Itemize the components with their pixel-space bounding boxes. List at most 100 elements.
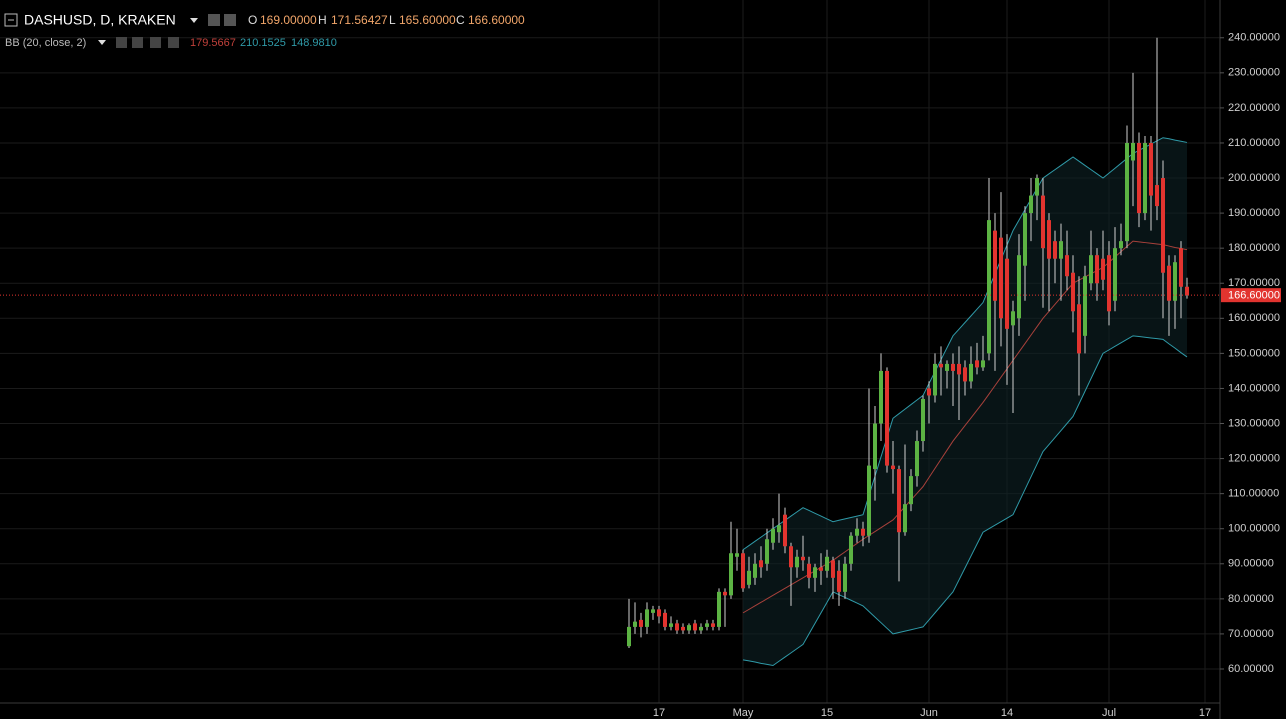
candle-body [699, 626, 703, 631]
y-tick-label: 100.00000 [1228, 523, 1280, 535]
candle-body [933, 363, 937, 396]
ohlc-key: C [456, 13, 465, 27]
candle-body [939, 363, 943, 368]
y-tick-label: 130.00000 [1228, 417, 1280, 429]
ohlc-key: H [318, 13, 327, 27]
candle-body [717, 591, 721, 627]
candle-body [783, 514, 787, 547]
y-tick-label: 210.00000 [1228, 137, 1280, 149]
candle-body [855, 528, 859, 536]
y-tick-label: 150.00000 [1228, 347, 1280, 359]
candle-body [969, 363, 973, 382]
candle-body [1047, 220, 1051, 259]
y-tick-label: 90.00000 [1228, 558, 1274, 570]
band-fill [743, 137, 1187, 666]
candle-body [1023, 213, 1027, 266]
ohlc-value: 166.60000 [468, 13, 525, 27]
candle-body [759, 560, 763, 568]
candle-body [909, 476, 913, 505]
settings-icon[interactable] [224, 14, 236, 26]
candle-body [729, 553, 733, 596]
candle-body [681, 626, 685, 631]
indicator-more[interactable] [150, 37, 161, 48]
indicator-value: 210.1525 [240, 37, 286, 49]
candle-body [1089, 255, 1093, 284]
x-tick-label: 17 [653, 707, 665, 719]
x-tick-label: 14 [1001, 707, 1013, 719]
candle-body [795, 556, 799, 568]
candle-body [1179, 248, 1183, 287]
candle-body [981, 360, 985, 368]
last-price-box [1221, 288, 1281, 303]
candle-body [747, 570, 751, 585]
candle-body [705, 623, 709, 627]
y-tick-label: 200.00000 [1228, 172, 1280, 184]
candle-body [633, 621, 637, 627]
candle-body [627, 626, 631, 647]
candle-body [897, 469, 901, 533]
candle-body [1119, 241, 1123, 249]
axes: 60.00000 70.00000 80.00000 90.00000 100.0000… [653, 32, 1281, 719]
candle-body [1143, 142, 1147, 214]
candle-body [993, 230, 997, 301]
y-tick-label: 70.00000 [1228, 628, 1274, 640]
indicator-eye[interactable] [116, 37, 127, 48]
candle-body [867, 465, 871, 536]
y-tick-label: 60.00000 [1228, 663, 1274, 675]
indicator-settings[interactable] [132, 37, 143, 48]
candle-body [789, 546, 793, 568]
candle-body [1173, 262, 1177, 301]
candle-body [1185, 286, 1189, 296]
candle-body [891, 465, 895, 470]
candle-body [825, 556, 829, 571]
candle-body [1011, 311, 1015, 326]
indicator-value: 179.5667 [190, 37, 236, 49]
last-price-label: 166.60000 [1228, 290, 1280, 302]
indicator-values: 179.5667 210.1525 148.9810 [190, 37, 337, 49]
eye-icon[interactable] [208, 14, 220, 26]
ohlc-value: 169.00000 [260, 13, 317, 27]
x-tick-label: Jul [1102, 707, 1116, 719]
plot [0, 37, 1220, 667]
candle-body [951, 363, 955, 371]
candle-body [801, 556, 805, 561]
candle-body [753, 563, 757, 578]
candle-body [1059, 241, 1063, 259]
candle-body [975, 360, 979, 368]
y-tick-label: 140.00000 [1228, 382, 1280, 394]
candle-body [1035, 178, 1039, 196]
x-tick-label: 15 [821, 707, 833, 719]
band-line [742, 137, 1188, 551]
candle-body [771, 528, 775, 543]
collapse-icon[interactable] [4, 13, 18, 27]
candle-body [1137, 142, 1141, 214]
candle-body [885, 370, 889, 466]
candle-body [915, 441, 919, 477]
candle-body [1167, 265, 1171, 301]
y-tick-label: 80.00000 [1228, 593, 1274, 605]
candle-body [687, 625, 691, 631]
y-tick-label: 230.00000 [1228, 67, 1280, 79]
candle-body [1065, 255, 1069, 277]
y-tick-label: 180.00000 [1228, 242, 1280, 254]
candle-body [741, 553, 745, 589]
candle-body [735, 553, 739, 557]
candle-body [1029, 195, 1033, 214]
ohlc-value: 171.56427 [331, 13, 388, 27]
y-tick-label: 170.00000 [1228, 277, 1280, 289]
candle-body [873, 423, 877, 470]
ohlc-key: O [248, 13, 257, 27]
candle-body [645, 609, 649, 627]
candle-body [999, 237, 1003, 319]
candle-body [1071, 272, 1075, 312]
candle-body [807, 563, 811, 578]
y-tick-label: 160.00000 [1228, 312, 1280, 324]
symbol-menu[interactable] [190, 18, 198, 23]
candle-body [1083, 276, 1087, 336]
candle-body [657, 609, 661, 617]
y-tick-label: 190.00000 [1228, 207, 1280, 219]
indicator-remove[interactable] [168, 37, 179, 48]
candle-body [987, 220, 991, 354]
symbol[interactable]: DASHUSD, D, KRAKEN [24, 12, 176, 28]
indicator-menu[interactable] [98, 40, 106, 45]
